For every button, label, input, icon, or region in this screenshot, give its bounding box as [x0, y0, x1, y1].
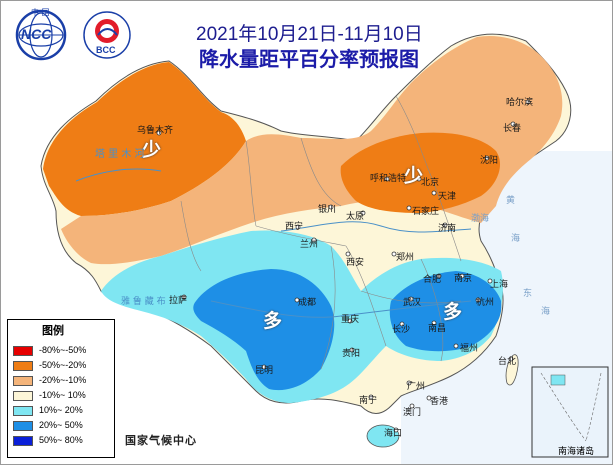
province-borders: [180, 95, 462, 370]
inset-boundary-line-east: [585, 372, 602, 442]
label-less-northwest: 少: [142, 139, 162, 161]
city-shenyang: 沈阳: [480, 156, 499, 166]
legend-swatch: [13, 406, 33, 416]
ncc-logo: [15, 9, 67, 61]
legend-swatch: [13, 436, 33, 446]
inset-label: 南海诸岛: [558, 447, 595, 457]
inset-land: [550, 374, 566, 386]
region-dry-north: [340, 132, 501, 213]
city-fuzhou: 福州: [460, 344, 479, 354]
city-xining: 西宁: [285, 222, 304, 232]
sea-huanghai-2: 海: [511, 234, 521, 244]
city-markers: [156, 99, 531, 433]
river-tarim: 塔 里 木 河: [95, 149, 145, 160]
sea-bohai: 渤海: [471, 214, 490, 224]
city-chengdu: 成都: [298, 298, 317, 308]
city-tianjin: 天津: [438, 192, 457, 202]
bcc-logo: [83, 11, 131, 59]
map-subtitle: 降水量距平百分率预报图: [199, 47, 419, 71]
city-changchun: 长春: [503, 124, 522, 134]
region-dry-northwest: [43, 62, 246, 216]
city-hangzhou: 杭州: [476, 298, 495, 308]
city-urumqi: 乌鲁木齐: [137, 126, 174, 136]
city-hefei: 合肥: [423, 275, 442, 285]
legend-label: 50%~ 80%: [39, 435, 83, 445]
city-harbin: 哈尔滨: [506, 98, 534, 108]
legend-swatch: [13, 376, 33, 386]
river-yarlung: 雅 鲁 藏 布: [121, 297, 166, 307]
city-nanning: 南宁: [359, 396, 378, 406]
sea-donghai-2: 海: [541, 307, 551, 317]
hainan-island: [366, 424, 400, 448]
label-less-north: 少: [404, 165, 424, 187]
bcc-logo-text: BCC: [96, 45, 116, 55]
city-zhengzhou: 郑州: [396, 253, 415, 263]
city-chongqing: 重庆: [341, 315, 360, 325]
region-wet-east: [389, 271, 502, 352]
inset-south-china-sea: [531, 366, 609, 458]
city-kunming: 昆明: [255, 366, 274, 376]
legend-label: 20%~ 50%: [39, 420, 83, 430]
legend-label: 10%~ 20%: [39, 405, 83, 415]
city-hongkong: 香港: [430, 397, 449, 407]
city-beijing: 北京: [421, 178, 440, 188]
legend-swatch: [13, 346, 33, 356]
city-jinan: 济南: [438, 224, 457, 234]
legend-swatch: [13, 361, 33, 371]
city-nanchang: 南昌: [428, 324, 447, 334]
legend-swatch: [13, 421, 33, 431]
sea-donghai-1: 东: [523, 289, 533, 299]
city-lhasa: 拉萨: [169, 296, 188, 306]
legend-label: -50%~-20%: [39, 360, 87, 370]
legend: 图例 -80%~-50% -50%~-20% -20%~-10% -10%~ 1…: [7, 319, 115, 458]
city-xian: 西安: [346, 258, 365, 268]
city-haikou: 海口: [384, 429, 403, 439]
label-more-east: 多: [443, 301, 463, 323]
city-lanzhou: 兰州: [300, 240, 319, 250]
legend-title: 图例: [42, 324, 64, 337]
city-guiyang: 贵阳: [342, 349, 361, 359]
agency-name: 国家气候中心: [125, 434, 197, 447]
legend-label: -80%~-50%: [39, 345, 87, 355]
city-guangzhou: 广州: [407, 382, 426, 392]
city-wuhan: 武汉: [403, 298, 422, 308]
city-shanghai: 上海: [490, 280, 509, 290]
legend-swatch: [13, 391, 33, 401]
city-yinchuan: 银川: [318, 205, 337, 215]
city-changsha: 长沙: [392, 325, 411, 335]
city-hohhot: 呼和浩特: [370, 174, 407, 184]
inset-boundary-line: [540, 372, 587, 442]
sea-huanghai-1: 黄: [506, 196, 516, 206]
legend-label: -10%~ 10%: [39, 390, 86, 400]
city-macau: 澳门: [403, 408, 422, 418]
city-shijiazhuang: 石家庄: [412, 207, 440, 217]
legend-label: -20%~-10%: [39, 375, 87, 385]
ncc-logo-text: NCC: [21, 26, 52, 42]
rivers: [75, 168, 472, 318]
map-title: 2021年10月21日-11月10日: [196, 24, 423, 45]
ncc-logo-cn: 中 国: [31, 8, 50, 17]
city-nanjing: 南京: [454, 274, 473, 284]
city-taibei: 台北: [498, 357, 517, 367]
taiwan-island: [505, 354, 519, 386]
label-more-southwest: 多: [263, 310, 283, 332]
city-taiyuan: 太原: [346, 212, 365, 222]
